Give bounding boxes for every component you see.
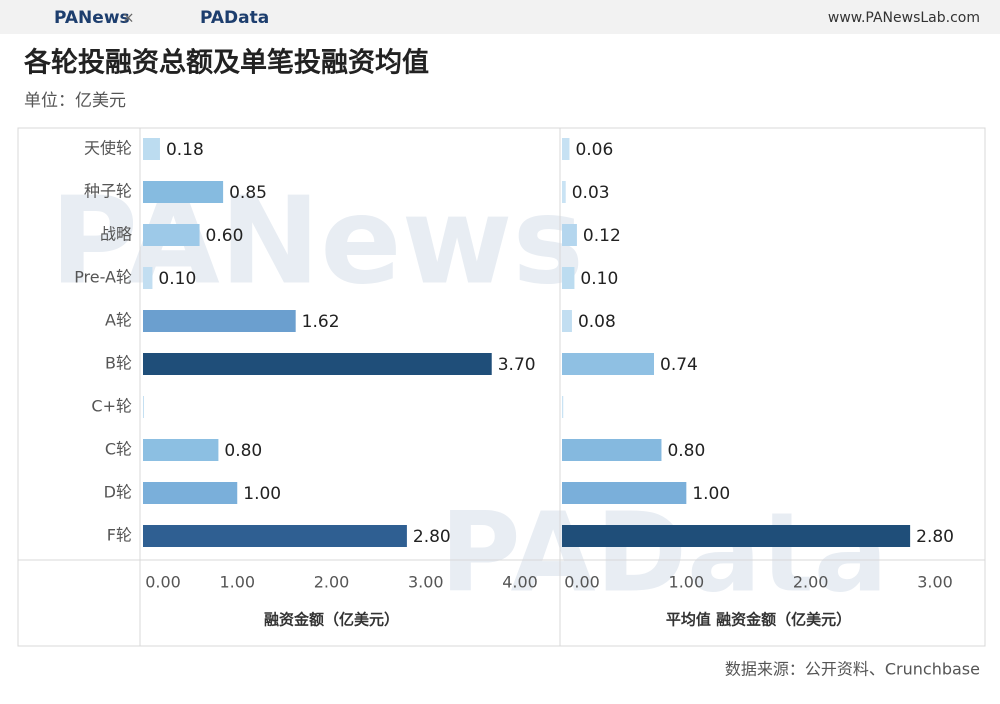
bar bbox=[562, 482, 687, 504]
x-tick-label: 2.00 bbox=[793, 573, 829, 592]
y-tick-label: B轮 bbox=[105, 354, 132, 373]
bar bbox=[143, 224, 200, 246]
watermark: PANews bbox=[50, 173, 584, 312]
bar bbox=[143, 525, 407, 547]
data-label: 0.60 bbox=[206, 226, 244, 246]
y-tick-label: F轮 bbox=[107, 526, 132, 545]
y-tick-label: A轮 bbox=[105, 311, 132, 330]
y-tick-label: D轮 bbox=[104, 483, 132, 502]
brand: PAData bbox=[200, 8, 269, 28]
data-label: 0.18 bbox=[166, 140, 204, 160]
watermark: PAData bbox=[440, 488, 888, 616]
x-tick-label: 3.00 bbox=[917, 573, 953, 592]
data-label: 0.08 bbox=[578, 312, 616, 332]
data-label: 0.06 bbox=[575, 140, 613, 160]
x-axis-label: 融资金额（亿美元） bbox=[264, 611, 399, 629]
bar bbox=[143, 138, 160, 160]
data-label: 1.62 bbox=[302, 312, 340, 332]
subtitle: 单位：亿美元 bbox=[24, 91, 126, 111]
data-label: 0.80 bbox=[667, 441, 705, 461]
data-label: 0.10 bbox=[580, 269, 618, 289]
y-tick-label: 天使轮 bbox=[84, 139, 132, 158]
bar bbox=[562, 181, 566, 203]
x-tick-label: 1.00 bbox=[219, 573, 255, 592]
y-tick-label: 战略 bbox=[100, 225, 132, 244]
data-label: 3.70 bbox=[498, 355, 536, 375]
header-bar bbox=[0, 0, 1000, 34]
data-label: 0.85 bbox=[229, 183, 267, 203]
title: 各轮投融资总额及单笔投融资均值 bbox=[23, 47, 429, 79]
bar bbox=[143, 396, 144, 418]
y-tick-label: C轮 bbox=[105, 440, 132, 459]
y-tick-label: C+轮 bbox=[91, 397, 132, 416]
bar bbox=[562, 138, 570, 160]
x-tick-label: 0.00 bbox=[145, 573, 181, 592]
source: 数据来源：公开资料、Crunchbase bbox=[725, 660, 980, 679]
x-tick-label: 1.00 bbox=[669, 573, 705, 592]
bar bbox=[562, 525, 911, 547]
bar bbox=[143, 181, 224, 203]
x-tick-label: 2.00 bbox=[314, 573, 350, 592]
data-label: 0.03 bbox=[572, 183, 610, 203]
bar bbox=[562, 439, 662, 461]
data-label: 1.00 bbox=[243, 484, 281, 504]
data-label: 2.80 bbox=[916, 527, 954, 547]
y-tick-label: Pre-A轮 bbox=[74, 268, 132, 287]
bar bbox=[562, 310, 572, 332]
x-tick-label: 3.00 bbox=[408, 573, 444, 592]
data-label: 1.00 bbox=[692, 484, 730, 504]
bar bbox=[143, 267, 153, 289]
bar bbox=[143, 353, 492, 375]
brand: PANews bbox=[54, 8, 130, 28]
data-label: 2.80 bbox=[413, 527, 451, 547]
separator: × bbox=[122, 9, 135, 27]
bar bbox=[562, 267, 575, 289]
data-label: 0.12 bbox=[583, 226, 621, 246]
x-tick-label: 4.00 bbox=[502, 573, 538, 592]
y-tick-label: 种子轮 bbox=[84, 182, 132, 201]
x-tick-label: 0.00 bbox=[564, 573, 600, 592]
bar bbox=[143, 439, 219, 461]
bar bbox=[562, 224, 577, 246]
bar bbox=[562, 396, 564, 418]
x-axis-label: 平均值 融资金额（亿美元） bbox=[666, 611, 851, 629]
bar bbox=[143, 310, 296, 332]
site: www.PANewsLab.com bbox=[828, 10, 980, 26]
data-label: 0.10 bbox=[158, 269, 196, 289]
data-label: 0.74 bbox=[660, 355, 698, 375]
data-label: 0.80 bbox=[224, 441, 262, 461]
plot-frame bbox=[17, 127, 986, 647]
bar bbox=[143, 482, 238, 504]
bar bbox=[562, 353, 655, 375]
